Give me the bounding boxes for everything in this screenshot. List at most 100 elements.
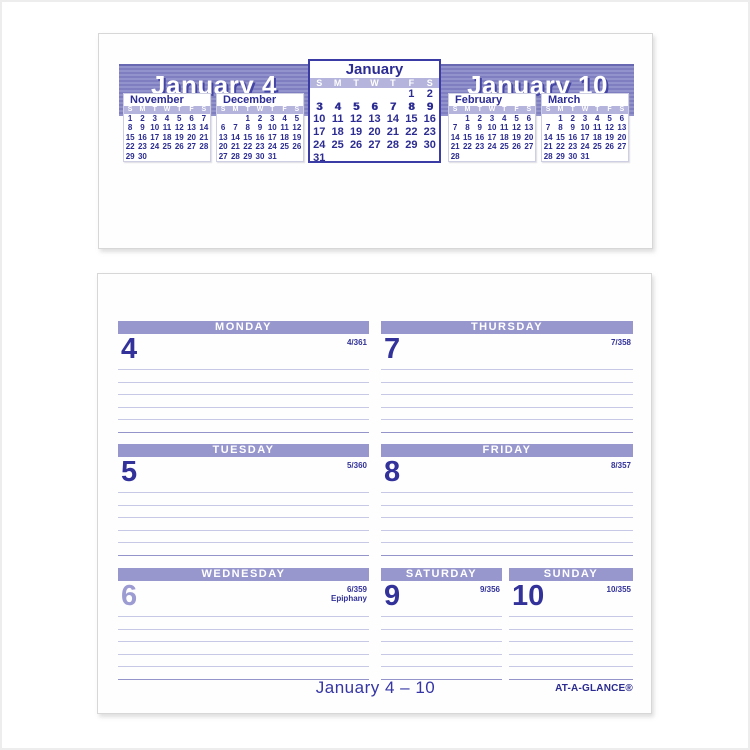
date-cell [217,114,229,123]
date-cell: 25 [162,142,172,152]
ruled-line [381,653,502,655]
ruled-line [381,517,633,519]
day-of-year-label: 7/358 [610,338,631,347]
date-cell: 2 [570,114,575,123]
date-cell: 4 [502,114,507,123]
date-cell: 28 [450,151,460,161]
mini-month-grid: 1 2 3 4 5 6 7 8 9 10 11 12 13 14 15 16 17 18 19 20 21 22 23 24 2… [542,114,628,161]
date-cell: 4 [282,114,287,123]
date-cell: 27 [218,151,228,161]
day-name-bar: WEDNESDAY [118,568,369,581]
weekday-letter: F [408,78,415,88]
current-month-title: January [345,61,404,78]
weekday-letter: T [270,106,275,113]
date-cell: 25 [331,138,344,151]
date-cell: 30 [255,151,265,161]
date-cell: 21 [386,126,400,139]
ruled-line [381,542,633,544]
ruled-line [509,653,633,655]
mini-month-title: February [455,94,503,106]
date-cell: 27 [187,142,197,152]
date-cell: 12 [349,113,363,126]
date-cell: 19 [605,132,615,142]
weekday-letter: T [477,106,482,113]
day-block-sunday: SUNDAY 10 10/355 [509,568,633,688]
ruled-line [509,641,633,643]
date-cell: 12 [512,123,522,133]
weekday-letter: S [316,78,323,88]
date-cell [347,152,365,165]
date-cell: 24 [267,142,277,152]
date-cell: 7 [201,114,207,123]
ruled-line [118,641,369,643]
date-cell: 12 [605,123,615,133]
date-cell: 2 [477,114,482,123]
date-cell [198,152,210,161]
date-cell: 30 [568,151,578,161]
weekday-letter: W [488,106,496,113]
date-cell: 13 [524,123,534,133]
date-cell: 16 [423,113,436,126]
ruled-line [118,406,369,408]
day-of-year-label: 10/355 [606,585,631,594]
weekday-letter: M [232,106,239,113]
date-cell: 19 [349,126,363,139]
ruled-line [118,653,369,655]
date-cell: 23 [137,142,147,152]
date-cell: 29 [243,151,253,161]
date-cell: 17 [313,126,326,139]
date-cell: 18 [331,126,344,139]
date-cell: 10 [267,123,277,133]
weekday-letter: W [370,78,379,88]
day-of-year-label: 8/357 [610,461,631,470]
ruled-line [381,431,633,433]
date-cell [347,88,365,101]
weekday-letter: S [545,106,551,113]
weekday-letter: F [607,106,612,113]
date-cell: 24 [487,142,497,152]
date-cell: 17 [580,132,590,142]
date-cell: 4 [164,114,170,123]
mini-month-grid: 1 2 3 4 5 6 7 8 9 10 11 12 13 14 15 16 17 18 19 20 21 22 23 24 2… [124,114,210,161]
date-cell: 3 [152,114,157,123]
ruled-line [381,381,633,383]
day-number: 5 [121,456,138,488]
holiday-note: Epiphany [330,594,367,603]
date-cell: 18 [280,132,290,142]
date-cell: 1 [245,114,250,123]
ruled-line [118,666,369,668]
date-cell: 30 [137,151,147,161]
date-cell: 18 [162,132,172,142]
date-cell: 16 [137,132,147,142]
day-name-bar: TUESDAY [118,444,369,457]
date-cell: 27 [368,138,381,151]
date-cell [591,152,603,161]
day-number: 9 [384,580,401,612]
date-cell: 22 [125,142,135,152]
date-cell [173,152,185,161]
date-cell [365,88,383,101]
day-name-bar: SUNDAY [509,568,633,581]
weekday-letter: S [619,106,625,113]
date-cell: 9 [570,123,575,133]
date-cell: 2 [426,88,433,100]
date-cell: 28 [543,151,553,161]
date-cell: 22 [555,142,565,152]
day-block-monday: MONDAY 4 4/361 [118,321,369,441]
date-cell: 31 [267,151,277,161]
weekday-letter: T [390,78,396,88]
ruled-line [118,678,369,680]
date-cell: 3 [316,100,323,113]
weekday-letter: S [220,106,226,113]
date-cell: 7 [545,123,551,133]
date-cell: 10 [487,123,497,133]
ruled-line [118,529,369,531]
weekday-letter: S [426,78,433,88]
date-cell: 22 [405,126,418,139]
date-cell: 1 [465,114,470,123]
date-cell: 28 [199,142,209,152]
